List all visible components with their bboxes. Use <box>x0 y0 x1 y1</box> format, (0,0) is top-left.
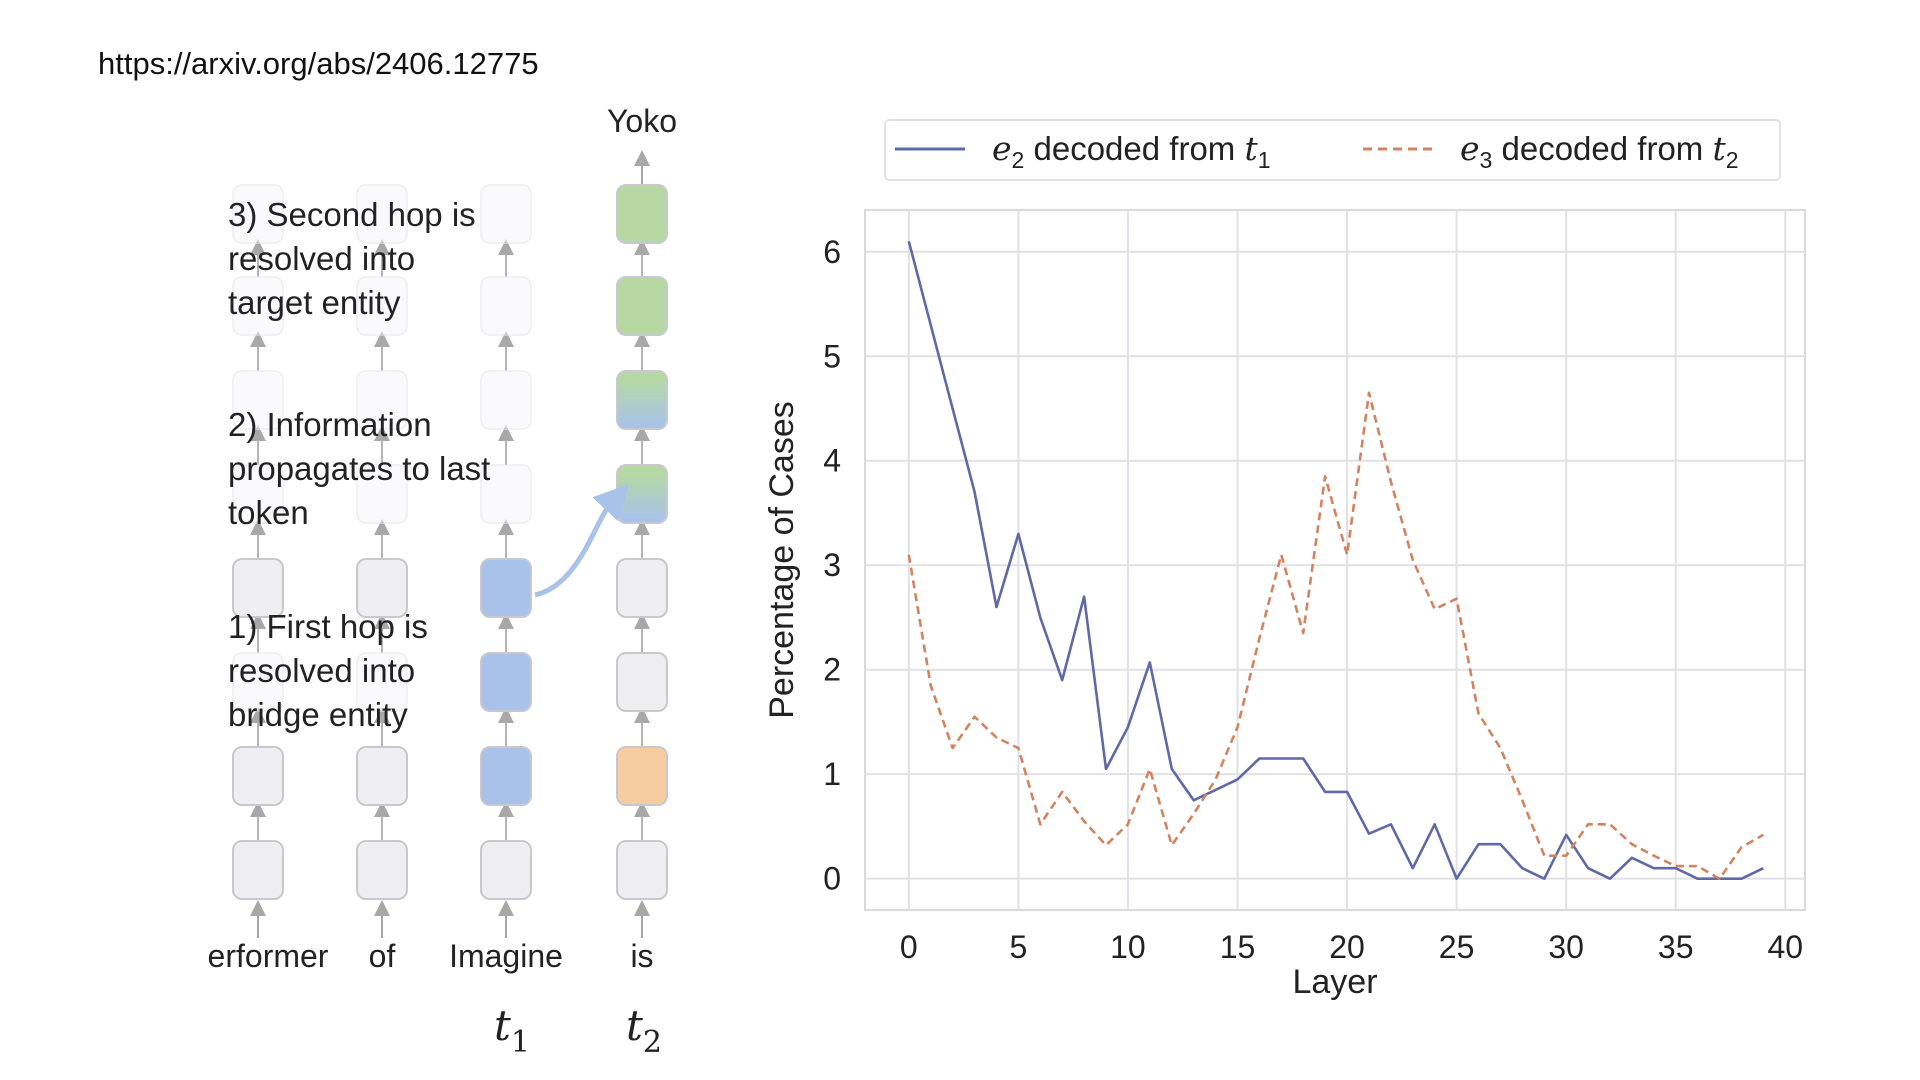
t1-label: t1 <box>494 1001 530 1060</box>
cell-is-layer-8 <box>616 184 668 244</box>
cell-is-layer-7 <box>616 276 668 336</box>
cell-of-layer-4 <box>356 558 408 618</box>
source-url[interactable]: https://arxiv.org/abs/2406.12775 <box>98 46 539 81</box>
cell-is-layer-2 <box>616 746 668 806</box>
cell-imagine-layer-1 <box>480 840 532 900</box>
cell-is-layer-4 <box>616 558 668 618</box>
token-label-is: is <box>630 938 653 974</box>
two-hop-diagram: Yoko 3) Second hop is resolved into targ… <box>208 103 677 1060</box>
cell-is-layer-1 <box>616 840 668 900</box>
x-tick-20: 20 <box>1329 929 1365 965</box>
x-tick-30: 30 <box>1548 929 1584 965</box>
cell-is-layer-3 <box>616 652 668 712</box>
cell-of-layer-5 <box>356 464 408 524</box>
step-1-text: 1) First hop is resolved into bridge ent… <box>228 608 437 733</box>
y-tick-2: 2 <box>823 652 841 688</box>
step-1-line-3: bridge entity <box>228 696 408 733</box>
cell-imagine-layer-4 <box>480 558 532 618</box>
legend-e3-text: decoded from <box>1492 130 1712 167</box>
x-tick-25: 25 <box>1439 929 1475 965</box>
t2-label: t2 <box>626 1001 662 1060</box>
cell-imagine-layer-2 <box>480 746 532 806</box>
step-2-line-3: token <box>228 494 309 531</box>
step-3-line-2: resolved into <box>228 240 415 277</box>
series-e2-line <box>907 240 1764 881</box>
token-label-erformer: erformer <box>208 938 329 974</box>
legend-e2-sub: 2 <box>1012 147 1025 173</box>
cell-imagine-layer-8 <box>480 184 532 244</box>
t1-sub: 1 <box>511 1025 530 1060</box>
legend-e2-base: e <box>992 129 1012 168</box>
cell-imagine-layer-6 <box>480 370 532 430</box>
step-2-line-2: propagates to last <box>228 450 490 487</box>
step-1-line-1: 1) First hop is <box>228 608 428 645</box>
token-cell-grid <box>232 150 668 938</box>
cell-imagine-layer-7 <box>480 276 532 336</box>
cell-erformer-layer-5 <box>232 464 284 524</box>
propagation-arrow <box>534 483 630 598</box>
token-label-of: of <box>369 938 396 974</box>
cell-is-layer-6 <box>616 370 668 430</box>
cell-of-layer-2 <box>356 746 408 806</box>
x-tick-40: 40 <box>1767 929 1803 965</box>
cell-is-layer-5 <box>616 464 668 524</box>
x-tick-15: 15 <box>1220 929 1256 965</box>
x-tick-10: 10 <box>1110 929 1146 965</box>
cell-erformer-layer-3 <box>232 652 284 712</box>
cell-of-layer-8 <box>356 184 408 244</box>
cell-imagine-layer-5 <box>480 464 532 524</box>
tick-labels: 0 5 10 15 20 25 30 35 40 0 1 2 3 4 5 6 <box>823 234 1803 965</box>
data-series <box>907 240 1765 881</box>
y-axis-label: Percentage of Cases <box>763 401 801 719</box>
step-1-line-2: resolved into <box>228 652 415 689</box>
step-2-line-1: 2) Information <box>228 406 432 443</box>
cell-imagine-layer-3 <box>480 652 532 712</box>
plot-area <box>864 209 1806 911</box>
step-3-text: 3) Second hop is resolved into target en… <box>228 196 485 321</box>
cell-erformer-layer-8 <box>232 184 284 244</box>
x-axis-label: Layer <box>1292 963 1377 1001</box>
legend-e3-t: t <box>1712 129 1726 168</box>
top-label-yoko: Yoko <box>607 103 677 139</box>
y-tick-0: 0 <box>823 861 841 897</box>
legend-e2-t: t <box>1244 129 1258 168</box>
step-3-line-1: 3) Second hop is <box>228 196 476 233</box>
step-3-line-3: target entity <box>228 284 401 321</box>
token-label-imagine: Imagine <box>449 938 563 974</box>
cell-erformer-layer-6 <box>232 370 284 430</box>
t1-base: t <box>494 1001 511 1050</box>
cell-of-layer-3 <box>356 652 408 712</box>
cell-of-layer-7 <box>356 276 408 336</box>
legend-e2-tsub: 1 <box>1258 147 1271 173</box>
cell-erformer-layer-7 <box>232 276 284 336</box>
legend-box <box>884 119 1781 181</box>
cell-erformer-layer-1 <box>232 840 284 900</box>
t2-sub: 2 <box>643 1025 662 1060</box>
grid <box>865 210 1805 910</box>
step-2-text: 2) Information propagates to last token <box>228 406 500 531</box>
y-tick-4: 4 <box>823 443 841 479</box>
legend-e3-sub: 3 <box>1480 147 1493 173</box>
y-tick-5: 5 <box>823 338 841 374</box>
x-tick-0: 0 <box>900 929 918 965</box>
y-tick-6: 6 <box>823 234 841 270</box>
y-tick-3: 3 <box>823 547 841 583</box>
legend-e3-base: e <box>1460 129 1480 168</box>
x-tick-35: 35 <box>1658 929 1694 965</box>
x-tick-5: 5 <box>1009 929 1027 965</box>
cell-of-layer-1 <box>356 840 408 900</box>
cell-erformer-layer-2 <box>232 746 284 806</box>
legend-label-e2: e2 decoded from t1 <box>992 129 1271 173</box>
y-tick-1: 1 <box>823 756 841 792</box>
series-e3-line <box>907 391 1765 881</box>
legend-e3-tsub: 2 <box>1726 147 1739 173</box>
t2-base: t <box>626 1001 643 1050</box>
legend-label-e3: e3 decoded from t2 <box>1460 129 1739 173</box>
cell-of-layer-6 <box>356 370 408 430</box>
cell-erformer-layer-4 <box>232 558 284 618</box>
legend-e2-text: decoded from <box>1024 130 1244 167</box>
